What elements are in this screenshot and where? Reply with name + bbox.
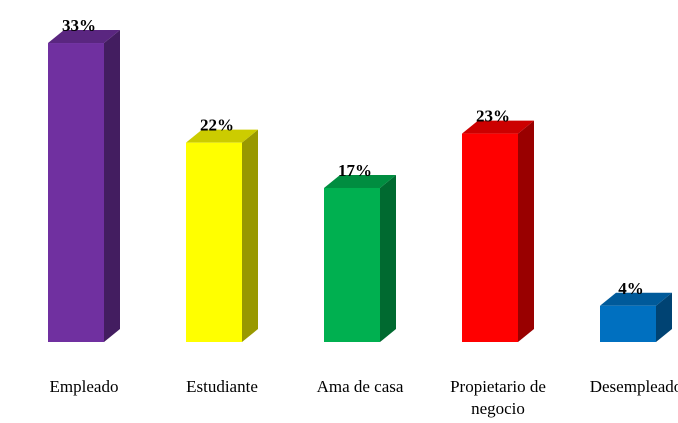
- x-tick-label: Propietario de negocio: [450, 377, 546, 418]
- data-label: 4%: [618, 279, 644, 298]
- data-label: 22%: [200, 116, 234, 135]
- bar-top: [600, 292, 672, 306]
- bar-top: [462, 120, 534, 134]
- x-tick-label: Empleado: [49, 377, 119, 396]
- bar-side: [656, 292, 672, 342]
- data-label: 17%: [338, 161, 372, 180]
- bar-top: [48, 30, 120, 44]
- bar-side: [104, 30, 120, 343]
- x-tick-label: Ama de casa: [316, 377, 404, 396]
- bar: [48, 43, 104, 343]
- bar-side: [380, 174, 396, 342]
- data-label: 23%: [476, 107, 510, 126]
- bar: [462, 133, 518, 342]
- bar-side: [518, 120, 534, 343]
- data-label: 33%: [62, 16, 96, 35]
- bar-top: [186, 129, 258, 143]
- bar: [600, 305, 656, 342]
- bar-top: [324, 174, 396, 188]
- x-tick-label: Desempleado: [589, 377, 678, 396]
- bar-side: [242, 129, 258, 342]
- bar: [186, 142, 242, 342]
- bar: [324, 187, 380, 342]
- x-tick-label: Estudiante: [186, 377, 258, 396]
